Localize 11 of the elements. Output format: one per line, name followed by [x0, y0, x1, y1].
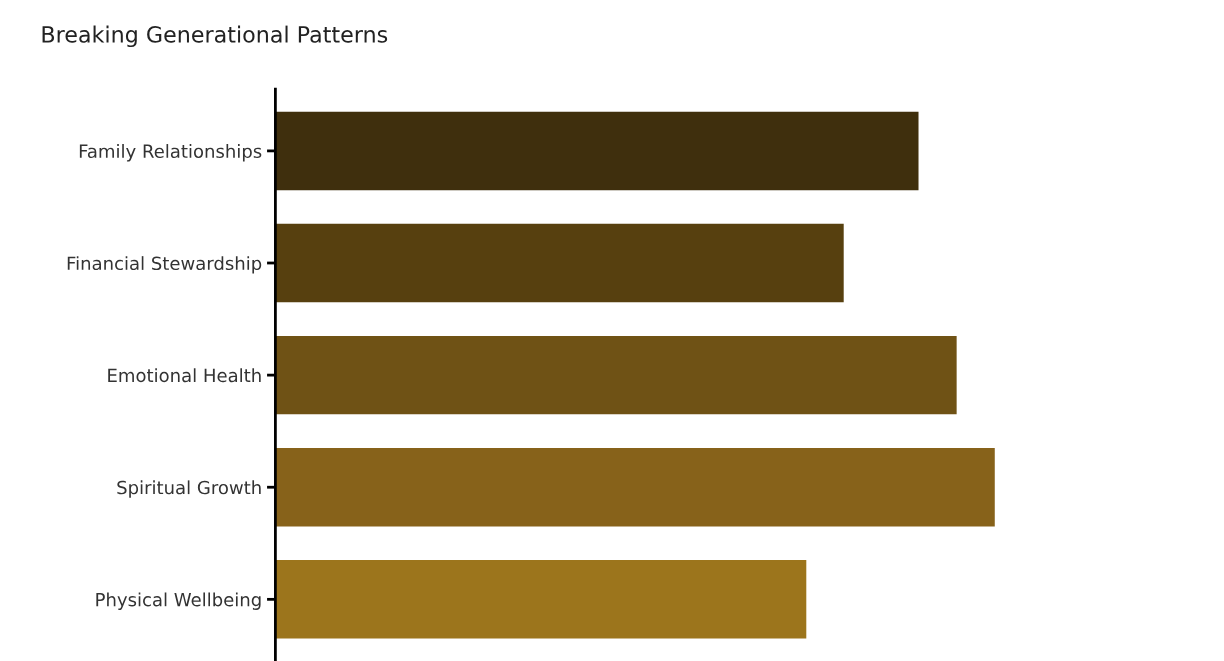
bar — [275, 223, 844, 303]
y-tick-label: Family Relationships — [79, 144, 262, 162]
y-tick-label: Financial Stewardship — [67, 256, 262, 274]
y-tick-label: Spiritual Growth — [117, 480, 261, 498]
chart-title: Breaking Generational Patterns — [42, 25, 388, 48]
y-tick-label: Emotional Health — [108, 368, 261, 383]
bar — [275, 447, 995, 527]
bar — [275, 335, 957, 415]
bar — [275, 560, 807, 639]
y-tick-label: Physical Wellbeing — [96, 592, 261, 610]
bar — [275, 111, 919, 191]
